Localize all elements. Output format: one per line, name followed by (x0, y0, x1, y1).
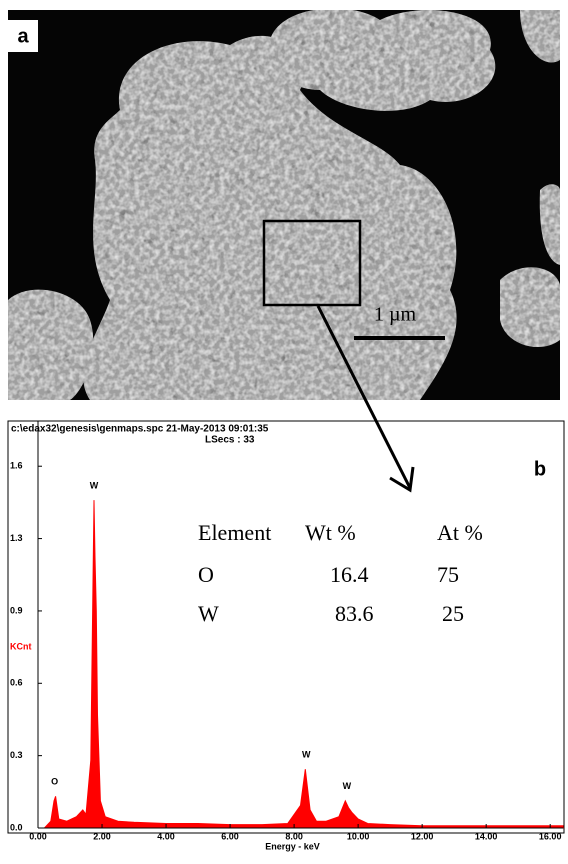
table-header: At % (437, 520, 483, 545)
x-tick-label: 0.00 (29, 831, 47, 841)
y-tick-label: 0.3 (10, 750, 23, 760)
peak-label: W (90, 481, 99, 491)
y-tick-label: 0.0 (10, 822, 23, 832)
table-cell: 16.4 (330, 562, 369, 587)
figure: 1 µm a c:\edax32\genesis\genmaps.spc 21-… (0, 0, 568, 864)
x-tick-label: 4.00 (157, 831, 175, 841)
y-tick-label: 1.3 (10, 533, 23, 543)
x-tick-label: 14.00 (475, 831, 498, 841)
table-header: Element (198, 520, 271, 545)
peak-label: O (51, 777, 58, 787)
y-tick-label: 0.9 (10, 605, 23, 615)
table-cell: 25 (442, 601, 464, 626)
y-tick-label: 0.6 (10, 678, 23, 688)
x-tick-label: 8.00 (285, 831, 303, 841)
sem-image: 1 µm (8, 8, 560, 400)
peak-label: W (343, 781, 352, 791)
peak-label: W (302, 750, 311, 760)
x-tick-label: 2.00 (93, 831, 111, 841)
y-tick-label: 1.6 (10, 461, 23, 471)
table-cell: 83.6 (335, 601, 374, 626)
table-cell: W (198, 601, 219, 626)
x-tick-label: 10.00 (347, 831, 370, 841)
x-tick-label: 12.00 (411, 831, 434, 841)
y-axis-label: KCnt (10, 641, 32, 651)
table-cell: O (198, 562, 214, 587)
x-axis-label: Energy - keV (265, 841, 320, 851)
chart-subtitle: LSecs : 33 (205, 435, 255, 446)
page: {"panel_a": {"label": "a", "scale_bar": … (0, 0, 568, 864)
table-cell: 75 (437, 562, 459, 587)
x-tick-label: 16.00 (539, 831, 562, 841)
panel-label: a (17, 25, 29, 47)
x-tick-label: 6.00 (221, 831, 239, 841)
panel-label: b (534, 458, 546, 480)
chart-title: c:\edax32\genesis\genmaps.spc 21-May-201… (11, 424, 269, 435)
table-header: Wt % (305, 520, 356, 545)
scale-bar-label: 1 µm (374, 304, 417, 326)
